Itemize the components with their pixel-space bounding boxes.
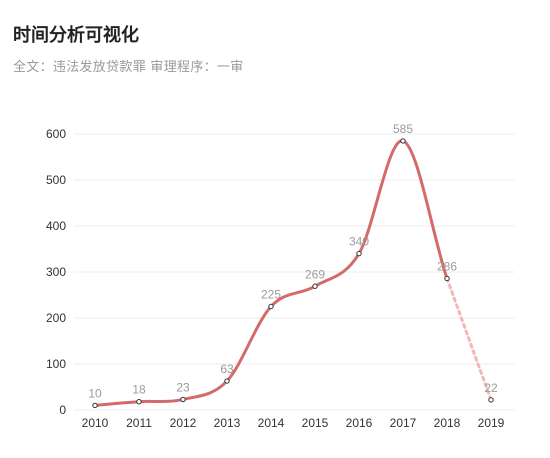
data-label: 18 (132, 383, 146, 397)
data-point (136, 399, 142, 405)
data-point (488, 397, 494, 403)
data-label: 22 (484, 381, 498, 395)
x-tick-label: 2014 (258, 416, 285, 430)
data-point (224, 378, 230, 384)
x-tick-label: 2010 (82, 416, 109, 430)
x-tick-label: 2017 (390, 416, 417, 430)
x-tick-label: 2016 (346, 416, 373, 430)
data-point (268, 303, 274, 310)
y-tick-label: 200 (46, 311, 66, 325)
y-tick-label: 0 (59, 403, 66, 417)
data-label: 269 (305, 267, 325, 281)
data-point (356, 250, 362, 257)
series-line-projected (445, 276, 493, 402)
data-label: 286 (437, 259, 457, 273)
data-label: 10 (88, 386, 102, 400)
y-tick-label: 100 (46, 357, 66, 371)
x-tick-label: 2015 (302, 416, 329, 430)
data-point (444, 275, 450, 282)
data-label: 23 (176, 380, 190, 394)
x-tick-label: 2012 (170, 416, 197, 430)
x-tick-label: 2013 (214, 416, 241, 430)
x-tick-label: 2019 (478, 416, 505, 430)
data-point (180, 396, 186, 403)
data-point (92, 402, 98, 409)
y-tick-label: 500 (46, 173, 66, 187)
x-tick-label: 2011 (126, 416, 152, 430)
data-label: 225 (261, 288, 281, 302)
chart-title: 时间分析可视化 (13, 25, 139, 46)
data-point (400, 138, 406, 144)
x-tick-label: 2018 (434, 416, 461, 430)
data-label: 340 (349, 235, 369, 249)
y-tick-label: 300 (46, 265, 66, 279)
data-label: 63 (220, 362, 234, 376)
data-point (312, 283, 318, 289)
data-label: 585 (393, 122, 413, 136)
y-tick-label: 400 (46, 219, 66, 233)
chart-subtitle: 全文：违法发放贷款罪 审理程序：一审 (13, 60, 244, 75)
y-tick-label: 600 (46, 127, 66, 141)
